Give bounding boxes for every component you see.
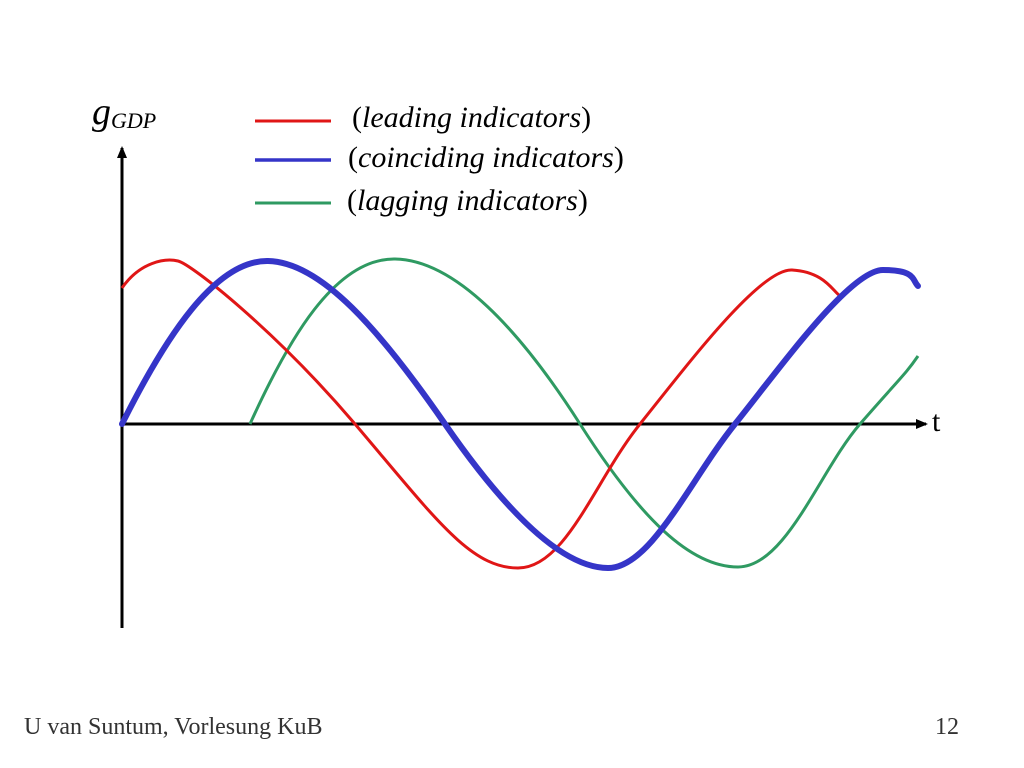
leading-indicators-curve — [120, 258, 841, 570]
legend-label-lagging: (lagging indicators) — [347, 184, 588, 217]
lagging-indicators-curve — [248, 257, 920, 569]
legend-label-leading: (leading indicators) — [352, 101, 592, 134]
x-axis-label: t — [932, 405, 941, 438]
page-number: 12 — [935, 714, 959, 740]
coinciding-indicators-curve — [119, 257, 921, 572]
y-axis-label: gGDP — [92, 91, 156, 133]
footer-author: U van Suntum, Vorlesung KuB — [24, 714, 323, 740]
legend-label-coinciding: (coinciding indicators) — [348, 141, 624, 174]
